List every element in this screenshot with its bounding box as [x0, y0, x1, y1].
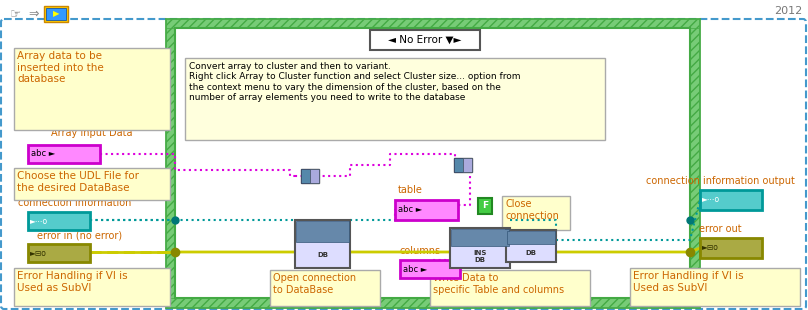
Bar [310, 169, 319, 183]
Text: INS
DB: INS DB [473, 250, 486, 263]
Text: Error Handling if VI is
Used as SubVI: Error Handling if VI is Used as SubVI [17, 271, 128, 293]
Text: table: table [398, 185, 423, 195]
Bar [14, 268, 170, 306]
Text: ◄ No Error ▼►: ◄ No Error ▼► [389, 35, 461, 45]
Bar [14, 48, 170, 130]
Bar [175, 28, 690, 298]
Text: Array data to be
inserted into the
database: Array data to be inserted into the datab… [17, 51, 103, 84]
Bar [166, 298, 699, 307]
Text: Convert array to cluster and then to variant.
Right click Array to Cluster funct: Convert array to cluster and then to var… [189, 62, 520, 102]
Text: Write Data to
specific Table and columns: Write Data to specific Table and columns [433, 273, 564, 294]
Bar [28, 212, 90, 230]
Text: F: F [482, 202, 488, 210]
Bar [478, 198, 492, 214]
Bar [430, 270, 590, 306]
Text: abc ►: abc ► [31, 149, 55, 158]
Bar [185, 58, 605, 140]
Bar [450, 228, 510, 268]
Bar [46, 8, 66, 20]
Bar [295, 220, 350, 268]
Bar [700, 238, 762, 258]
Bar [301, 169, 310, 183]
Text: Choose the UDL File for
the desired DataBase: Choose the UDL File for the desired Data… [17, 171, 139, 193]
Bar [454, 158, 463, 172]
Text: DB: DB [525, 250, 537, 256]
Bar [451, 229, 509, 246]
Text: error in (no error): error in (no error) [37, 230, 123, 240]
Bar [14, 168, 170, 200]
Text: connection information: connection information [19, 198, 132, 208]
Bar [28, 244, 90, 262]
Bar [296, 221, 349, 241]
Text: ☞: ☞ [10, 8, 21, 21]
Bar [400, 260, 460, 278]
Text: error out: error out [699, 224, 741, 234]
Text: DB: DB [317, 251, 328, 258]
Bar [166, 19, 175, 307]
Text: ►⋯o: ►⋯o [30, 216, 48, 225]
Bar [454, 158, 472, 172]
Bar [463, 158, 472, 172]
Text: Close
connection: Close connection [505, 199, 559, 221]
Text: connection information output: connection information output [646, 176, 794, 186]
Text: abc ►: abc ► [403, 264, 427, 273]
Bar [507, 231, 555, 244]
Text: Open connection
to DataBase: Open connection to DataBase [273, 273, 356, 294]
Text: abc ►: abc ► [398, 206, 423, 215]
Bar [166, 19, 699, 307]
Text: ▶: ▶ [53, 10, 59, 19]
Bar [395, 200, 458, 220]
Bar [370, 30, 480, 50]
Text: Array Input Data: Array Input Data [51, 128, 133, 138]
Bar [301, 169, 319, 183]
Bar [28, 145, 100, 163]
Text: ⇒: ⇒ [28, 8, 39, 21]
Bar [44, 6, 68, 22]
Bar [166, 19, 699, 28]
Text: ►⊟o: ►⊟o [30, 249, 47, 258]
Bar [506, 230, 556, 262]
Bar [690, 19, 699, 307]
Text: 2012: 2012 [774, 6, 802, 16]
Bar [270, 270, 380, 306]
Bar [630, 268, 800, 306]
Text: Error Handling if VI is
Used as SubVI: Error Handling if VI is Used as SubVI [633, 271, 743, 293]
Text: ►⋯o: ►⋯o [702, 196, 720, 205]
Text: ►⊟o: ►⊟o [702, 243, 719, 253]
Text: columns: columns [399, 246, 440, 256]
Bar [700, 190, 762, 210]
Bar [502, 196, 570, 230]
